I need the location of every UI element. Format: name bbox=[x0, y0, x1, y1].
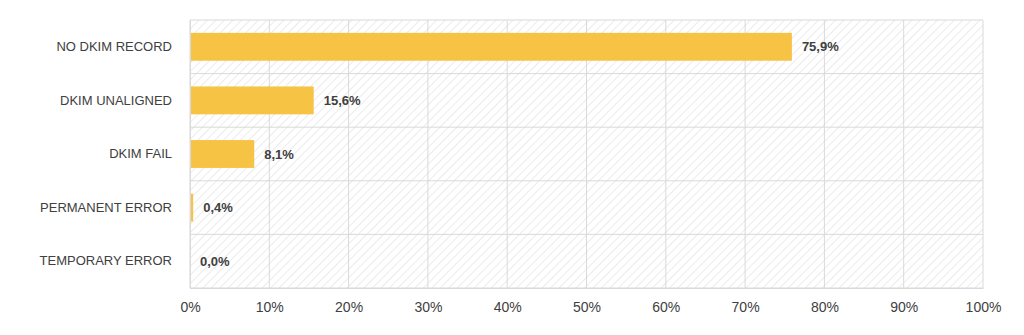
x-tick: 0% bbox=[180, 288, 200, 315]
chart: 0% 10% 20% 30% 40% 50% 60% 70% 80% 90% 100% NO DKIM… bbox=[0, 0, 1024, 335]
plot-background bbox=[190, 20, 983, 288]
bar bbox=[190, 140, 254, 168]
x-tick-label: 50% bbox=[573, 299, 601, 315]
x-tick-label: 90% bbox=[890, 299, 918, 315]
grid-line bbox=[903, 20, 904, 288]
x-tick-label: 70% bbox=[732, 299, 760, 315]
x-tick: 10% bbox=[256, 288, 284, 315]
x-tick-label: 30% bbox=[414, 299, 442, 315]
plot: 0% 10% 20% 30% 40% 50% 60% 70% 80% 90% 100% NO DKIM… bbox=[40, 20, 1002, 315]
x-tick-label: 60% bbox=[652, 299, 680, 315]
data-label: 8,1% bbox=[264, 147, 294, 162]
data-labels: 75,9% 15,6% 8,1% 0,4% 0,0% bbox=[200, 39, 839, 268]
x-axis-line bbox=[191, 288, 984, 289]
x-tick-label: 10% bbox=[256, 299, 284, 315]
y-tick: DKIM FAIL bbox=[109, 146, 190, 161]
x-tick: 70% bbox=[732, 288, 760, 315]
bar bbox=[190, 86, 314, 114]
x-tick-label: 80% bbox=[811, 299, 839, 315]
data-label: 0,4% bbox=[203, 200, 233, 215]
x-tick: 100% bbox=[966, 288, 1002, 315]
category-label: TEMPORARY ERROR bbox=[40, 253, 172, 268]
row-lines bbox=[190, 20, 983, 288]
data-label: 0,0% bbox=[200, 254, 230, 269]
x-tick-label: 100% bbox=[966, 299, 1002, 315]
grid bbox=[190, 20, 983, 288]
data-label: 15,6% bbox=[324, 93, 361, 108]
x-tick: 20% bbox=[335, 288, 363, 315]
grid-line bbox=[824, 20, 825, 288]
y-axis-line bbox=[190, 21, 191, 289]
x-tick-label: 40% bbox=[494, 299, 522, 315]
y-tick: TEMPORARY ERROR bbox=[40, 253, 190, 268]
x-tick: 50% bbox=[573, 288, 601, 315]
x-axis: 0% 10% 20% 30% 40% 50% 60% 70% 80% 90% 100% bbox=[180, 288, 1001, 315]
x-tick: 30% bbox=[414, 288, 442, 315]
x-tick: 80% bbox=[811, 288, 839, 315]
x-tick: 40% bbox=[494, 288, 522, 315]
category-label: DKIM UNALIGNED bbox=[60, 93, 172, 108]
x-tick: 90% bbox=[890, 288, 918, 315]
x-tick: 60% bbox=[652, 288, 680, 315]
category-label: NO DKIM RECORD bbox=[56, 39, 172, 54]
grid-line bbox=[190, 20, 191, 288]
y-axis: NO DKIM RECORD DKIM UNALIGNED DKIM FAIL PER… bbox=[40, 21, 191, 289]
x-tick-label: 0% bbox=[180, 299, 200, 315]
y-tick: NO DKIM RECORD bbox=[56, 39, 190, 54]
grid-line bbox=[983, 20, 984, 288]
category-label: PERMANENT ERROR bbox=[40, 200, 172, 215]
x-tick-label: 20% bbox=[335, 299, 363, 315]
data-label: 75,9% bbox=[802, 39, 839, 54]
bar bbox=[190, 33, 792, 61]
bars bbox=[190, 33, 792, 222]
category-label: DKIM FAIL bbox=[109, 146, 172, 161]
y-tick: DKIM UNALIGNED bbox=[60, 93, 190, 108]
y-tick: PERMANENT ERROR bbox=[40, 200, 190, 215]
